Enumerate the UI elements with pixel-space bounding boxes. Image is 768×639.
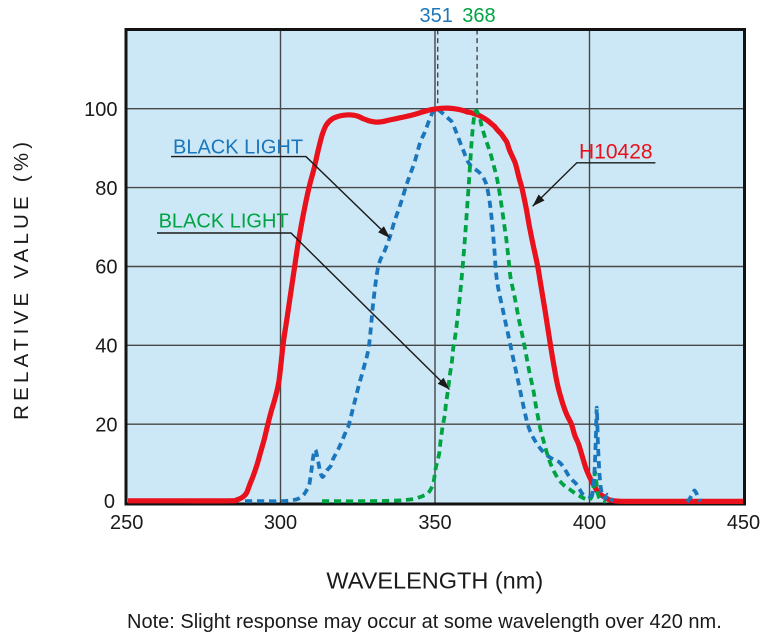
svg-text:100: 100	[84, 99, 117, 121]
svg-text:450: 450	[727, 512, 760, 534]
svg-text:400: 400	[573, 512, 606, 534]
svg-text:40: 40	[95, 336, 117, 358]
svg-text:Note: Slight response may occu: Note: Slight response may occur at some …	[127, 611, 722, 633]
svg-text:351: 351	[420, 5, 453, 27]
svg-text:WAVELENGTH (nm): WAVELENGTH (nm)	[326, 568, 543, 594]
svg-text:RELATIVE VALUE (%): RELATIVE VALUE (%)	[10, 138, 33, 420]
svg-text:20: 20	[95, 414, 117, 436]
svg-text:H10428: H10428	[579, 141, 653, 164]
svg-text:368: 368	[462, 5, 495, 27]
svg-text:300: 300	[264, 512, 297, 534]
svg-text:60: 60	[95, 257, 117, 279]
svg-text:BLACK LIGHT: BLACK LIGHT	[173, 137, 303, 159]
svg-text:250: 250	[110, 512, 143, 534]
svg-text:80: 80	[95, 178, 117, 200]
svg-text:350: 350	[418, 512, 451, 534]
svg-text:BLACK LIGHT: BLACK LIGHT	[159, 210, 289, 232]
svg-text:0: 0	[104, 491, 115, 513]
